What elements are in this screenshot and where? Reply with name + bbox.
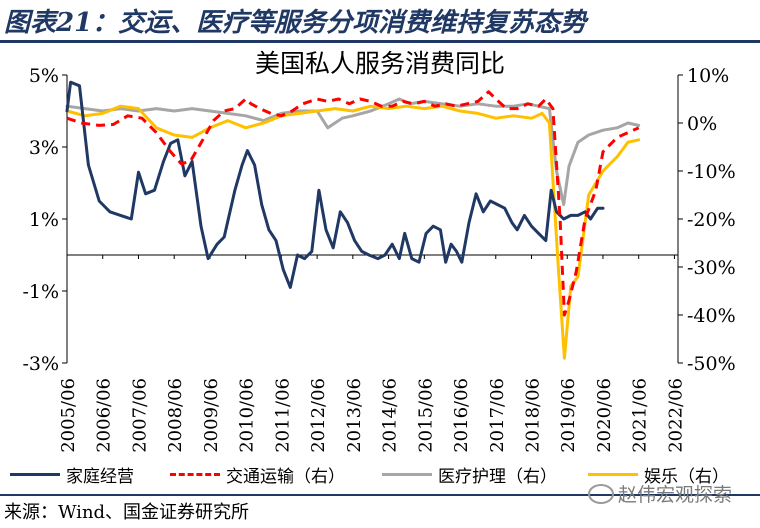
x-tick-label: 2013/06 xyxy=(344,378,365,453)
x-tick-label: 2016/06 xyxy=(451,378,472,453)
watermark: 赵伟宏观探索 xyxy=(588,480,732,507)
x-tick-label: 2007/06 xyxy=(129,378,150,453)
x-tick-label: 2019/06 xyxy=(558,378,579,453)
left-tick-label: -1% xyxy=(22,281,59,303)
x-tick-label: 2009/06 xyxy=(201,378,222,453)
x-tick-label: 2006/06 xyxy=(94,378,115,453)
legend-label-family: 家庭经营 xyxy=(66,467,134,487)
legend-swatch-medical xyxy=(382,473,432,476)
chart-title: 美国私人服务消费同比 xyxy=(254,49,505,78)
right-tick-label: -50% xyxy=(687,353,736,375)
chart-area: 5% 3% 1% -1% -3% 10% 0% -10% -20% -30% -40% -50% 200… xyxy=(22,65,736,453)
x-tick-label: 2011/06 xyxy=(272,378,293,453)
left-tick-label: -3% xyxy=(22,353,59,375)
left-tick-label: 1% xyxy=(29,209,59,231)
legend-label-medical: 医疗护理（右） xyxy=(438,467,557,487)
figure-title: 图表21：交运、医疗等服务分项消费维持复苏态势 xyxy=(4,8,587,38)
left-tick-label: 3% xyxy=(29,137,59,159)
watermark-text: 赵伟宏观探索 xyxy=(618,484,733,506)
right-tick-label: 0% xyxy=(687,113,717,135)
x-tick-label: 2022/06 xyxy=(665,378,686,453)
x-tick-label: 2015/06 xyxy=(415,378,436,453)
right-tick-label: -40% xyxy=(687,305,736,327)
left-tick-label: 5% xyxy=(29,65,59,87)
legend-label-transport: 交通运输（右） xyxy=(226,467,345,487)
bottom-rule xyxy=(0,494,760,496)
title-rule xyxy=(0,40,760,43)
series-line-family xyxy=(65,80,605,289)
right-tick-label: -10% xyxy=(687,161,736,183)
x-tick-label: 2008/06 xyxy=(165,378,186,453)
x-tick-label: 2018/06 xyxy=(523,378,544,453)
x-tick-label: 2014/06 xyxy=(380,378,401,453)
x-tick-label: 2021/06 xyxy=(630,378,651,453)
right-tick-label: 10% xyxy=(687,65,729,87)
legend-item-medical: 医疗护理（右） xyxy=(382,462,557,487)
legend-item-transport: 交通运输（右） xyxy=(170,462,345,487)
right-tick-label: -20% xyxy=(687,209,736,231)
wechat-icon xyxy=(588,483,614,504)
x-tick-label: 2010/06 xyxy=(237,378,258,453)
series-line-medical xyxy=(65,97,641,207)
legend-swatch-transport xyxy=(170,473,220,476)
source-note: 来源：Wind、国金证券研究所 xyxy=(4,502,250,523)
legend-swatch-family xyxy=(10,473,60,476)
x-tick-label: 2005/06 xyxy=(58,378,79,453)
x-tick-label: 2012/06 xyxy=(308,378,329,453)
legend-label-entertainment: 娱乐（右） xyxy=(644,467,729,487)
right-tick-label: -30% xyxy=(687,257,736,279)
x-tick-label: 2020/06 xyxy=(594,378,615,453)
legend-item-family: 家庭经营 xyxy=(10,462,134,487)
series-line-transport xyxy=(66,90,640,317)
x-tick-label: 2017/06 xyxy=(487,378,508,453)
legend-item-entertainment: 娱乐（右） xyxy=(588,462,729,487)
legend-swatch-entertainment xyxy=(588,473,638,476)
legend: 家庭经营 交通运输（右） 医疗护理（右） 娱乐（右） xyxy=(10,462,730,487)
